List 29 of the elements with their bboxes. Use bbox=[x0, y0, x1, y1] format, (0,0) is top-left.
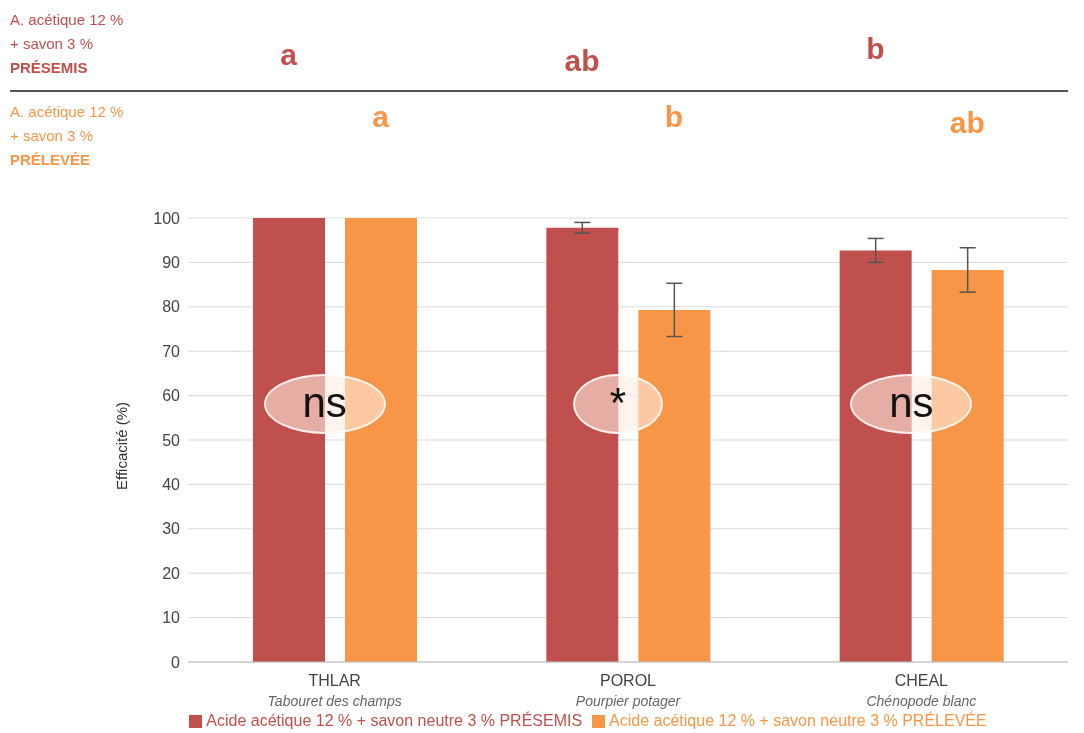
y-tick-label: 20 bbox=[162, 564, 181, 582]
y-tick-label: 90 bbox=[162, 254, 181, 272]
x-tick-label: THLAR Tabouret des champs bbox=[267, 672, 402, 709]
text: ab bbox=[948, 106, 986, 140]
legend-label: Acide acétique 12 % + savon neutre 3 % PRÉSEMIS bbox=[206, 712, 583, 729]
text: a bbox=[279, 38, 298, 72]
y-axis-title: Efficacité (%) bbox=[113, 401, 131, 490]
text: a bbox=[371, 100, 390, 134]
annotation: ns bbox=[301, 377, 348, 428]
annotation: ns bbox=[888, 377, 935, 428]
y-tick-label: 70 bbox=[162, 342, 181, 360]
x-tick-label: CHEAL Chénopode blanc bbox=[866, 672, 977, 709]
text: b bbox=[865, 32, 886, 66]
y-tick-label: 80 bbox=[162, 298, 181, 316]
text: ab bbox=[563, 44, 601, 78]
y-tick-label: 50 bbox=[162, 431, 181, 449]
bar bbox=[638, 309, 711, 662]
y-tick-label: 0 bbox=[171, 653, 181, 671]
y-tick-label: 10 bbox=[162, 609, 181, 627]
y-tick-label: 60 bbox=[162, 387, 181, 405]
y-tick-label: 30 bbox=[162, 520, 181, 538]
text: b bbox=[663, 100, 685, 134]
x-tick-label: POROL Pourpier potager bbox=[575, 672, 682, 709]
legend-label: Acide acétique 12 % + savon neutre 3 % PRÉLEVÉE bbox=[609, 712, 987, 729]
text: A. acétique 12 % + savon 3 % PRÉSEMIS bbox=[10, 10, 124, 78]
text: A. acétique 12 % + savon 3 % PRÉLEVÉE bbox=[10, 102, 124, 170]
y-tick-label: 100 bbox=[153, 209, 181, 227]
y-tick-label: 40 bbox=[162, 476, 181, 494]
annotation: * bbox=[608, 377, 628, 428]
